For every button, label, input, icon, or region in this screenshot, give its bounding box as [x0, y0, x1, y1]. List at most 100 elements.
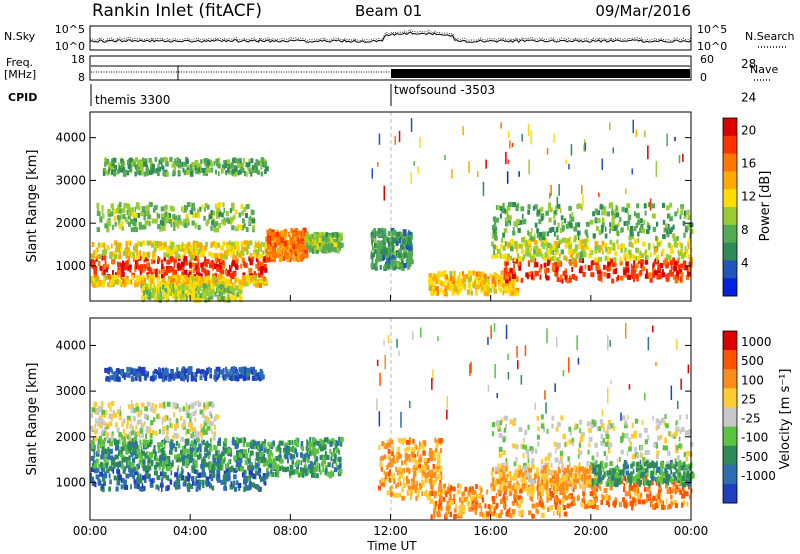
heatmap-cell [96, 202, 100, 208]
heatmap-cell [613, 269, 617, 275]
heatmap-cell [138, 205, 141, 211]
heatmap-cell [652, 262, 655, 268]
heatmap-cell [298, 472, 301, 478]
heatmap-cell [159, 226, 164, 232]
velocity-heatmap [90, 323, 695, 520]
heatmap-cell [96, 227, 100, 233]
heatmap-cell [207, 168, 211, 173]
heatmap-cell [150, 433, 153, 439]
heatmap-cell [261, 273, 264, 279]
heatmap-cell [659, 240, 662, 246]
heatmap-cell [110, 434, 113, 440]
heatmap-cell [189, 209, 194, 215]
heatmap-cell [152, 376, 155, 382]
heatmap-cell [90, 472, 92, 478]
heatmap-cell [99, 438, 103, 444]
heatmap-cell [100, 423, 104, 429]
colorbar-swatch [723, 278, 737, 297]
heatmap-cell [321, 232, 326, 238]
heatmap-cell [128, 256, 131, 261]
heatmap-cell [673, 260, 678, 266]
heatmap-cell [312, 248, 314, 254]
heatmap-cell [208, 468, 213, 474]
heatmap-cell [387, 242, 391, 248]
heatmap-cell [111, 251, 114, 257]
heatmap-cell [538, 234, 543, 240]
heatmap-cell [533, 233, 536, 239]
heatmap-cell [204, 297, 208, 303]
power-colorbar-label: Power [dB] [758, 171, 773, 242]
heatmap-cell [190, 294, 195, 300]
heatmap-cell [308, 246, 313, 252]
heatmap-cell [187, 422, 192, 428]
heatmap-cell [164, 459, 169, 465]
heatmap-cell [208, 446, 213, 452]
heatmap-cell [286, 239, 291, 245]
heatmap-cell [437, 271, 441, 277]
heatmap-cell [95, 410, 100, 416]
heatmap-cell [251, 218, 256, 224]
heatmap-cell [576, 203, 580, 209]
heatmap-cell [377, 244, 382, 250]
heatmap-cell [250, 158, 254, 164]
heatmap-cell [257, 470, 261, 476]
heatmap-cell [270, 468, 272, 474]
heatmap-cell [544, 268, 547, 274]
heatmap-cell [171, 277, 176, 283]
heatmap-cell [397, 240, 399, 246]
heatmap-cell [553, 220, 556, 225]
heatmap-cell [487, 286, 489, 292]
heatmap-cell [266, 448, 271, 454]
heatmap-cell [646, 229, 650, 234]
heatmap-cell [157, 442, 161, 448]
heatmap-cell [254, 470, 258, 476]
heatmap-cell [544, 257, 547, 263]
heatmap-cell [120, 282, 123, 288]
heatmap-cell [241, 452, 246, 458]
heatmap-cell [168, 218, 172, 224]
heatmap-cell [159, 287, 162, 293]
heatmap-cell [328, 240, 331, 246]
heatmap-cell [302, 245, 306, 251]
heatmap-cell [570, 216, 575, 222]
heatmap-cell [108, 366, 111, 372]
heatmap-cell [669, 260, 674, 266]
heatmap-cell [115, 279, 119, 285]
heatmap-cell [215, 244, 218, 250]
heatmap-cell [186, 453, 190, 459]
heatmap-cell [260, 247, 262, 253]
heatmap-cell [101, 439, 105, 445]
heatmap-cell [136, 254, 141, 260]
heatmap-cell [311, 245, 315, 251]
heatmap-cell [299, 232, 302, 238]
heatmap-cell [580, 239, 583, 245]
heatmap-cell [555, 206, 559, 211]
heatmap-cell [103, 467, 106, 473]
heatmap-cell [238, 158, 242, 164]
heatmap-cell [168, 245, 173, 251]
heatmap-cell [223, 470, 226, 476]
heatmap-cell [631, 168, 633, 175]
heatmap-cell [614, 209, 617, 215]
heatmap-cell [197, 401, 202, 407]
heatmap-cell [150, 166, 152, 172]
heatmap-cell [196, 368, 201, 374]
heatmap-cell [161, 274, 165, 279]
heatmap-cell [304, 253, 309, 259]
heatmap-cell [656, 241, 660, 247]
heatmap-cell [534, 245, 539, 251]
heatmap-cell [178, 473, 182, 479]
heatmap-cell [164, 207, 167, 213]
heatmap-cell [201, 464, 204, 470]
heatmap-cell [140, 163, 144, 169]
heatmap-cell [151, 242, 154, 248]
heatmap-cell [233, 486, 238, 492]
heatmap-cell [685, 274, 690, 280]
station-title: Rankin Inlet (fitACF) [92, 1, 262, 21]
heatmap-cell [614, 225, 618, 231]
heatmap-cell [509, 140, 511, 149]
heatmap-cell [104, 422, 108, 428]
heatmap-cell [234, 444, 239, 450]
heatmap-cell [616, 239, 619, 245]
